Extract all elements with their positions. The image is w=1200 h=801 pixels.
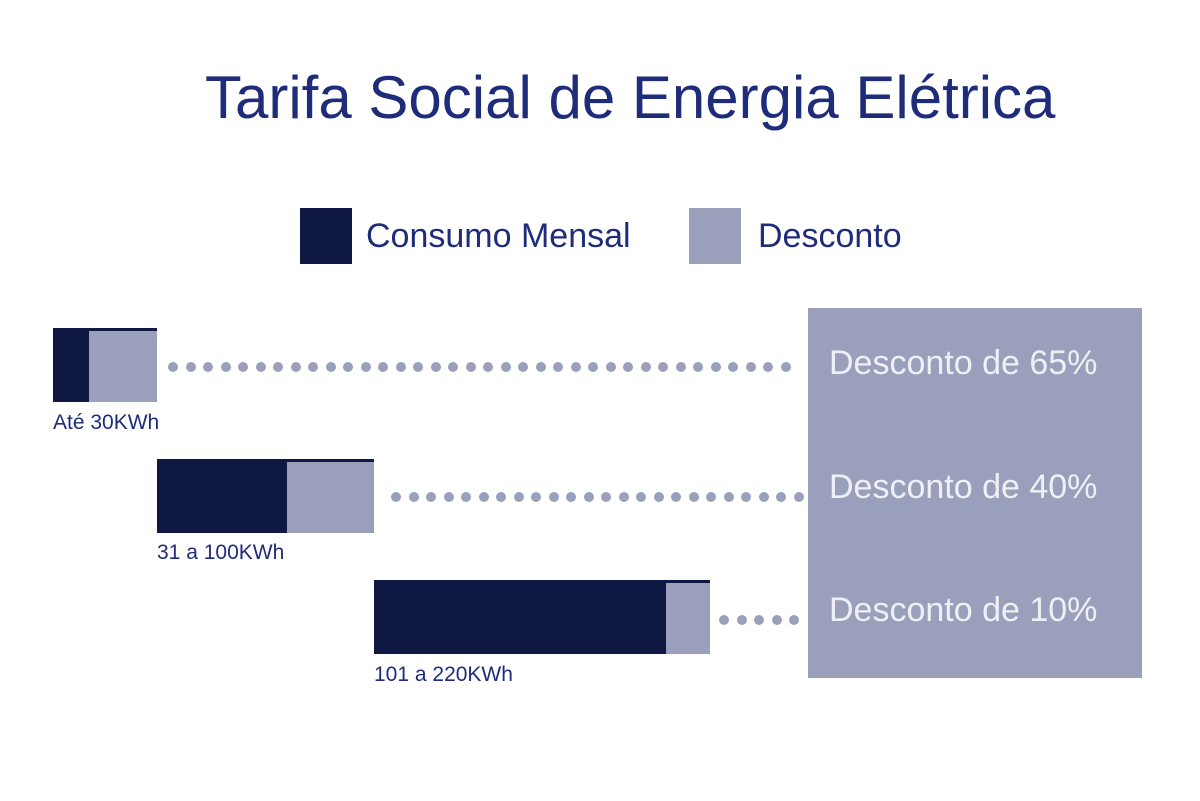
leader-dot-2 — [548, 492, 559, 502]
category-label-2: 31 a 100KWh — [157, 541, 285, 564]
chart-title: Tarifa Social de Energia Elétrica — [205, 64, 1056, 131]
leader-dot-2 — [391, 492, 401, 502]
leader-dot-1 — [360, 362, 371, 372]
leader-dot-1 — [483, 362, 493, 372]
leader-dot-1 — [500, 362, 511, 372]
bar-top-edge-2 — [287, 459, 374, 462]
leader-dot-2 — [496, 492, 506, 502]
leader-dot-1 — [413, 362, 423, 372]
leader-dot-2 — [531, 492, 541, 502]
leader-dot-2 — [583, 492, 594, 502]
leader-dot-2 — [723, 492, 734, 502]
leader-dot-1 — [640, 362, 651, 372]
leader-dot-1 — [255, 362, 266, 372]
legend-swatch-consumo — [300, 208, 352, 264]
leader-dot-2 — [653, 492, 664, 502]
leader-dot-2 — [688, 492, 699, 502]
leader-dot-1 — [535, 362, 546, 372]
leader-dot-2 — [741, 492, 751, 502]
leader-dot-1 — [203, 362, 213, 372]
legend-swatch-desconto — [689, 208, 741, 264]
leader-dot-1 — [658, 362, 668, 372]
leader-dot-1 — [378, 362, 388, 372]
bar-consumo-1 — [53, 328, 89, 402]
leader-dot-2 — [618, 492, 629, 502]
leader-dot-1 — [168, 362, 178, 372]
leader-dot-2 — [513, 492, 524, 502]
leader-dot-2 — [601, 492, 611, 502]
leader-dot-1 — [448, 362, 458, 372]
leader-dot-2 — [776, 492, 786, 502]
leader-dot-2 — [408, 492, 419, 502]
leader-dot-2 — [706, 492, 716, 502]
leader-dot-1 — [570, 362, 581, 372]
leader-dot-1 — [290, 362, 301, 372]
leader-dot-1 — [238, 362, 248, 372]
leader-dot-1 — [605, 362, 616, 372]
leader-dot-1 — [623, 362, 633, 372]
discount-label-1: Desconto de 65% — [829, 344, 1098, 382]
leader-dot-1 — [185, 362, 196, 372]
leader-dot-2 — [461, 492, 471, 502]
leader-dot-2 — [636, 492, 646, 502]
leader-dot-1 — [693, 362, 703, 372]
leader-dot-3 — [719, 615, 729, 625]
leader-dot-1 — [745, 362, 756, 372]
leader-dot-1 — [325, 362, 336, 372]
bar-top-edge-1 — [89, 328, 157, 331]
leader-dot-1 — [220, 362, 231, 372]
leader-dot-1 — [780, 362, 791, 372]
leader-dot-3 — [771, 615, 782, 625]
leader-dot-1 — [675, 362, 686, 372]
bar-desconto-3 — [666, 583, 710, 654]
leader-dot-1 — [553, 362, 563, 372]
leader-dot-1 — [710, 362, 721, 372]
bar-consumo-2 — [157, 459, 287, 533]
leader-dot-2 — [758, 492, 769, 502]
leader-dot-1 — [308, 362, 318, 372]
leader-dot-1 — [763, 362, 773, 372]
leader-dot-2 — [426, 492, 436, 502]
legend-label-desconto: Desconto — [758, 217, 902, 255]
leader-dot-3 — [754, 615, 764, 625]
leader-dot-3 — [736, 615, 747, 625]
leader-dot-2 — [478, 492, 489, 502]
leader-dot-2 — [793, 492, 804, 502]
leader-dot-1 — [273, 362, 283, 372]
bar-consumo-3 — [374, 580, 666, 654]
bar-top-edge-3 — [666, 580, 710, 583]
leader-dot-1 — [728, 362, 738, 372]
leader-dot-2 — [671, 492, 681, 502]
leader-dot-1 — [518, 362, 528, 372]
leader-dot-1 — [395, 362, 406, 372]
legend-label-consumo: Consumo Mensal — [366, 217, 631, 255]
leader-dot-1 — [343, 362, 353, 372]
category-label-1: Até 30KWh — [53, 411, 160, 434]
bar-desconto-1 — [89, 331, 157, 402]
leader-dot-2 — [566, 492, 576, 502]
discount-panel — [808, 308, 1142, 678]
discount-label-2: Desconto de 40% — [829, 468, 1098, 506]
leader-dot-1 — [430, 362, 441, 372]
discount-label-3: Desconto de 10% — [829, 591, 1098, 629]
leader-dot-3 — [789, 615, 799, 625]
leader-dot-1 — [465, 362, 476, 372]
category-label-3: 101 a 220KWh — [374, 663, 513, 686]
bar-desconto-2 — [287, 462, 374, 533]
leader-dot-2 — [443, 492, 454, 502]
leader-dot-1 — [588, 362, 598, 372]
